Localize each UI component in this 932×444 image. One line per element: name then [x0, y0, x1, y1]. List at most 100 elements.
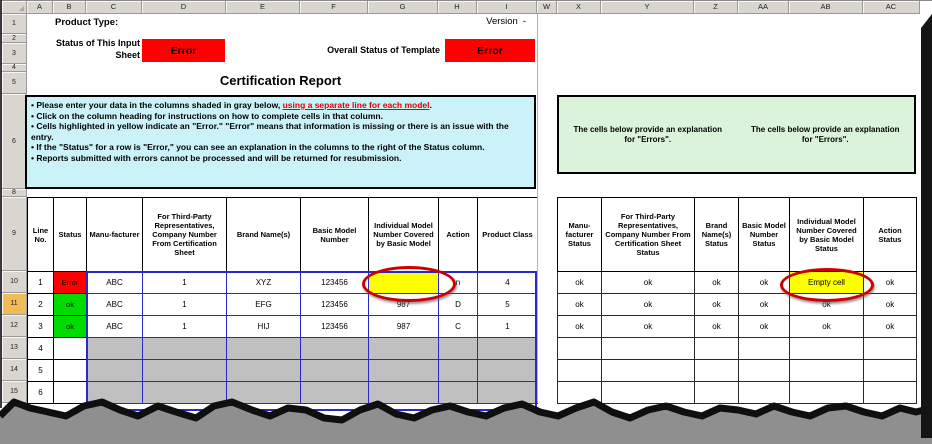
status-result-cell[interactable]: [738, 337, 790, 360]
status-result-cell[interactable]: ok: [694, 271, 739, 294]
status-result-cell[interactable]: [789, 359, 864, 382]
status-result-cell[interactable]: ok: [557, 293, 602, 316]
entry-cell[interactable]: XYZ: [226, 271, 301, 294]
status-result-cell[interactable]: [738, 381, 790, 404]
row-header-13[interactable]: 13: [2, 337, 27, 359]
entry-cell[interactable]: [226, 381, 301, 404]
column-header-B[interactable]: B: [53, 1, 86, 14]
status-result-cell[interactable]: ok: [694, 315, 739, 338]
row-header-9[interactable]: 9: [2, 197, 27, 271]
status-result-cell[interactable]: [738, 359, 790, 382]
column-header-E[interactable]: E: [226, 1, 300, 14]
status-column-header[interactable]: Basic Model Number Status: [738, 197, 790, 272]
status-result-cell[interactable]: [863, 337, 917, 360]
row-header-12[interactable]: 12: [2, 315, 27, 337]
status-result-cell[interactable]: ok: [694, 293, 739, 316]
entry-cell[interactable]: [86, 337, 143, 360]
entry-cell[interactable]: ABC: [86, 293, 143, 316]
status-result-cell[interactable]: ok: [789, 315, 864, 338]
status-result-cell[interactable]: [694, 337, 739, 360]
status-result-cell[interactable]: ok: [601, 315, 695, 338]
status-result-cell[interactable]: [789, 337, 864, 360]
status-column-header[interactable]: Brand Name(s) Status: [694, 197, 739, 272]
column-header-AA[interactable]: AA: [738, 1, 789, 14]
input-sheet-status-cell[interactable]: Error: [142, 39, 225, 62]
overall-status-cell[interactable]: Error: [445, 39, 535, 62]
entry-cell[interactable]: [477, 381, 538, 404]
row-header-5[interactable]: 5: [2, 72, 27, 94]
left-column-header[interactable]: Manu-facturer: [86, 197, 143, 272]
line-number-cell[interactable]: 2: [27, 293, 54, 316]
row-header-10[interactable]: 10: [2, 271, 27, 293]
status-result-cell[interactable]: [789, 381, 864, 404]
status-cell[interactable]: [53, 359, 87, 382]
entry-cell[interactable]: 987: [368, 315, 439, 338]
status-cell[interactable]: ok: [53, 315, 87, 338]
left-column-header[interactable]: Brand Name(s): [226, 197, 301, 272]
column-header-Z[interactable]: Z: [694, 1, 738, 14]
entry-cell[interactable]: [438, 381, 478, 404]
entry-cell[interactable]: ABC: [86, 315, 143, 338]
entry-cell[interactable]: 5: [477, 293, 538, 316]
status-cell[interactable]: ok: [53, 293, 87, 316]
line-number-cell[interactable]: 1: [27, 271, 54, 294]
entry-cell[interactable]: [368, 271, 439, 294]
row-header-11[interactable]: 11: [2, 293, 27, 315]
status-result-cell[interactable]: [694, 381, 739, 404]
left-column-header[interactable]: Line No.: [27, 197, 54, 272]
left-column-header[interactable]: Status: [53, 197, 87, 272]
column-header-G[interactable]: G: [368, 1, 438, 14]
row-header-6[interactable]: 6: [2, 94, 27, 189]
status-result-cell[interactable]: [557, 359, 602, 382]
status-column-header[interactable]: Manu-facturer Status: [557, 197, 602, 272]
line-number-cell[interactable]: 4: [27, 337, 54, 360]
entry-cell[interactable]: 1: [142, 271, 227, 294]
left-column-header[interactable]: Basic Model Number: [300, 197, 369, 272]
column-header-F[interactable]: F: [300, 1, 368, 14]
entry-cell[interactable]: n: [438, 271, 478, 294]
entry-cell[interactable]: [142, 381, 227, 404]
entry-cell[interactable]: EFG: [226, 293, 301, 316]
entry-cell[interactable]: 1: [142, 315, 227, 338]
entry-cell[interactable]: [142, 359, 227, 382]
column-header-A[interactable]: A: [27, 1, 53, 14]
entry-cell[interactable]: 123456: [300, 271, 369, 294]
status-result-cell[interactable]: ok: [789, 293, 864, 316]
entry-cell[interactable]: 1: [142, 293, 227, 316]
status-column-header[interactable]: Individual Model Number Covered by Basic…: [789, 197, 864, 272]
column-header-AC[interactable]: AC: [863, 1, 920, 14]
row-header-2[interactable]: 2: [2, 34, 27, 43]
status-result-cell[interactable]: ok: [601, 271, 695, 294]
status-result-cell[interactable]: ok: [557, 315, 602, 338]
entry-cell[interactable]: 1: [477, 315, 538, 338]
entry-cell[interactable]: [438, 359, 478, 382]
row-header-4[interactable]: 4: [2, 64, 27, 72]
status-result-cell[interactable]: [863, 359, 917, 382]
status-cell[interactable]: Error: [53, 271, 87, 294]
entry-cell[interactable]: 987: [368, 293, 439, 316]
entry-cell[interactable]: [142, 337, 227, 360]
column-header-H[interactable]: H: [438, 1, 477, 14]
status-result-cell[interactable]: ok: [738, 271, 790, 294]
status-column-header[interactable]: For Third-Party Representatives, Company…: [601, 197, 695, 272]
status-result-cell[interactable]: [557, 337, 602, 360]
left-column-header[interactable]: Product Class: [477, 197, 538, 272]
status-result-cell[interactable]: [863, 381, 917, 404]
row-header-14[interactable]: 14: [2, 359, 27, 381]
left-column-header[interactable]: For Third-Party Representatives, Company…: [142, 197, 227, 272]
status-result-cell[interactable]: ok: [863, 315, 917, 338]
status-result-cell[interactable]: ok: [557, 271, 602, 294]
entry-cell[interactable]: [477, 337, 538, 360]
line-number-cell[interactable]: 3: [27, 315, 54, 338]
select-all-corner[interactable]: [2, 1, 27, 14]
entry-cell[interactable]: [438, 337, 478, 360]
status-result-cell[interactable]: Empty cell: [789, 271, 864, 294]
entry-cell[interactable]: HIJ: [226, 315, 301, 338]
status-result-cell[interactable]: ok: [863, 271, 917, 294]
status-result-cell[interactable]: ok: [738, 315, 790, 338]
status-column-header[interactable]: Action Status: [863, 197, 917, 272]
entry-cell[interactable]: [368, 359, 439, 382]
row-header-8[interactable]: 8: [2, 189, 27, 197]
column-header-W[interactable]: W: [537, 1, 557, 14]
status-result-cell[interactable]: [601, 337, 695, 360]
